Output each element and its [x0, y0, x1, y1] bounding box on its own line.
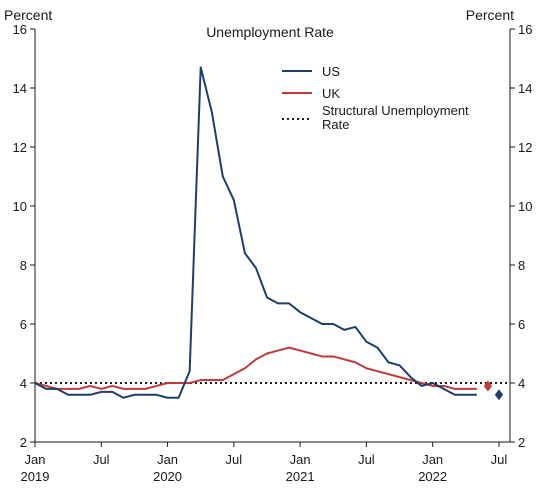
x-tick-label: Jul — [491, 452, 508, 467]
series-line-uk — [34, 346, 477, 390]
y-tick-label-right: 14 — [518, 81, 532, 96]
y-tick-label-left: 16 — [13, 22, 27, 37]
legend-label-structural-line: Rate — [322, 117, 349, 132]
right-axis-unit: Percent — [466, 7, 514, 23]
legend-label-us: US — [322, 64, 340, 79]
y-tick-label-right: 8 — [518, 258, 525, 273]
right-y-ticks: 2 4 6 8 10 12 14 16 — [510, 22, 532, 450]
chart-title: Unemployment Rate — [206, 24, 334, 40]
x-tick-label: Jul — [358, 452, 375, 467]
x-ticks: Jan 2019 Jul Jan 2020 Jul Jan 2021 Jul Jan 2022 Jul — [21, 442, 508, 484]
x-tick-year: 2019 — [21, 469, 50, 484]
x-tick-label: Jan — [157, 452, 178, 467]
legend-label-structural-line: Structural Unemployment — [322, 103, 469, 118]
x-tick-label: Jan — [290, 452, 311, 467]
y-tick-label-left: 12 — [13, 140, 27, 155]
left-y-ticks: 2 4 6 8 10 12 14 16 — [13, 22, 35, 450]
y-tick-label-left: 2 — [20, 435, 27, 450]
y-tick-label-left: 14 — [13, 81, 27, 96]
y-tick-label-right: 4 — [518, 376, 525, 391]
y-tick-label-right: 2 — [518, 435, 525, 450]
y-tick-label-right: 16 — [518, 22, 532, 37]
legend-label-uk: UK — [322, 86, 340, 101]
y-tick-label-left: 8 — [20, 258, 27, 273]
x-tick-year: 2021 — [286, 469, 315, 484]
y-tick-label-right: 12 — [518, 140, 532, 155]
y-tick-label-left: 4 — [20, 376, 27, 391]
marker-layer — [483, 380, 504, 401]
x-tick-year: 2022 — [418, 469, 447, 484]
series-layer — [34, 66, 510, 399]
series-line-us — [34, 66, 477, 399]
y-tick-label-left: 6 — [20, 317, 27, 332]
x-tick-label: Jul — [226, 452, 243, 467]
y-tick-label-left: 10 — [13, 199, 27, 214]
x-tick-label: Jan — [25, 452, 46, 467]
x-tick-label: Jul — [93, 452, 110, 467]
legend: US UK Structural Unemployment Rate — [282, 64, 469, 132]
marker-us — [494, 389, 504, 401]
x-tick-label: Jan — [422, 452, 443, 467]
y-tick-label-right: 6 — [518, 317, 525, 332]
y-tick-label-right: 10 — [518, 199, 532, 214]
x-tick-year: 2020 — [153, 469, 182, 484]
marker-uk — [483, 380, 493, 392]
left-axis-unit: Percent — [4, 7, 52, 23]
legend-label-structural: Structural Unemployment Rate — [322, 103, 469, 132]
